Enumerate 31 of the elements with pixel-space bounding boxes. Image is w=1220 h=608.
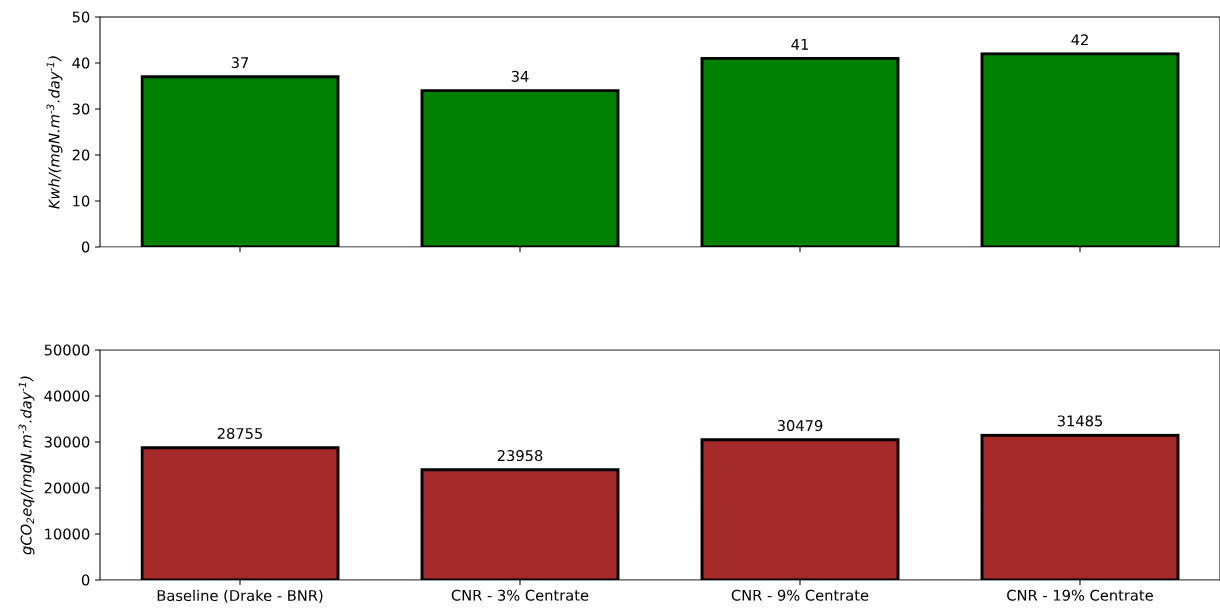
data-label: 30479 <box>777 420 823 432</box>
x-tick-label: CNR - 19% Centrate <box>1007 589 1153 601</box>
data-label: 23958 <box>497 450 543 462</box>
x-tick-label: CNR - 9% Centrate <box>731 589 869 601</box>
y-axis-title: Kwh/(mgN.m$^{-3}$.day$^{-1}$) <box>46 56 63 209</box>
y-tick-label: 50000 <box>44 344 90 356</box>
y-tick-label: 30 <box>72 103 90 115</box>
data-label: 34 <box>511 70 529 82</box>
y-axis-title: gCO$_{2}$eq/(mgN.m$^{-3}$.day$^{-1}$) <box>18 376 35 555</box>
data-label: 42 <box>1071 34 1088 46</box>
x-tick-label: CNR - 3% Centrate <box>451 589 589 601</box>
y-tick-label: 40000 <box>44 390 90 402</box>
data-label: 28755 <box>217 427 263 440</box>
data-label: 31485 <box>1057 415 1103 427</box>
y-tick-label: 50 <box>72 11 90 23</box>
bar <box>700 438 900 580</box>
y-tick-label: 10 <box>73 195 90 207</box>
data-label: 41 <box>791 39 808 50</box>
y-tick-label: 40 <box>72 57 90 69</box>
data-label: 37 <box>231 57 249 69</box>
y-tick-label: 0 <box>81 241 90 253</box>
bar <box>980 52 1180 247</box>
bar <box>140 75 340 247</box>
y-tick-label: 20000 <box>44 482 90 494</box>
y-tick-label: 0 <box>81 574 90 586</box>
bar <box>420 89 620 247</box>
y-tick-label: 30000 <box>44 436 90 448</box>
bar <box>420 468 620 580</box>
y-tick-label: 20 <box>72 149 90 161</box>
x-tick-label: Baseline (Drake - BNR) <box>157 589 323 603</box>
y-tick-label: 10000 <box>45 528 90 540</box>
